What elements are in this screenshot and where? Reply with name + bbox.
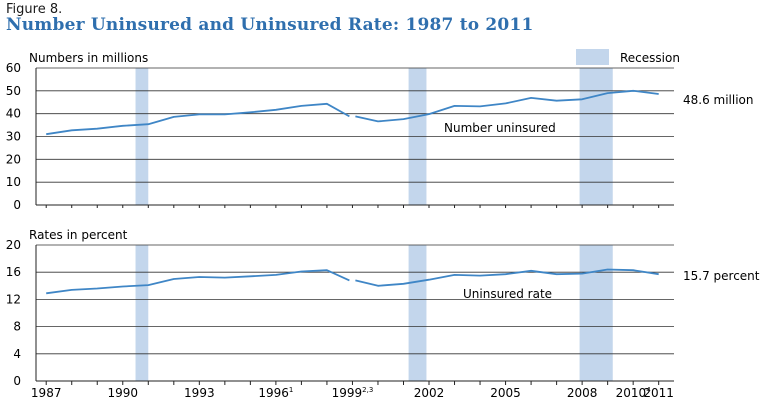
y-tick-label: 16: [6, 265, 21, 279]
y-tick-label: 50: [6, 84, 21, 98]
x-tick-label: 19992,3: [332, 386, 374, 400]
y-tick-label: 8: [13, 320, 21, 334]
y-tick-label: 30: [6, 130, 21, 144]
y-tick-label: 60: [6, 61, 21, 75]
y-tick-label: 40: [6, 107, 21, 121]
recession-legend-swatch: [576, 49, 609, 65]
x-tick-footnote: 1: [289, 386, 293, 394]
end-value-label: 48.6 million: [683, 93, 754, 107]
y-tick-label: 0: [13, 198, 21, 212]
bottom-panel-uninsured-rate: 0 4 8 12 16 20 Rates in percent Uninsured rate 1…: [6, 228, 760, 388]
end-value-label: 15.7 percent: [683, 269, 760, 283]
top-panel-number-uninsured: 0 10 20 30 40 50 60 Numbers in millions Number u…: [6, 51, 754, 212]
series-line: [355, 268, 659, 287]
x-tick-label: 2005: [490, 386, 521, 400]
x-tick-footnote: 2,3: [362, 386, 373, 394]
series-line: [355, 89, 659, 123]
x-tick-label: 1987: [31, 386, 62, 400]
x-tick-footnote: 4: [646, 386, 651, 394]
y-tick-label: 20: [6, 238, 21, 252]
recession-legend-label: Recession: [620, 51, 680, 65]
x-tick-label: 2011: [643, 386, 674, 400]
x-tick-label: 1993: [184, 386, 215, 400]
series-label: Number uninsured: [444, 121, 556, 135]
y-tick-label: 20: [6, 152, 21, 166]
recession-band: [579, 245, 613, 381]
figure-label: Figure 8.: [6, 2, 63, 17]
x-tick-label: 19961: [258, 386, 293, 400]
x-axis-years: 1987 1990 1993 19961 19992,3 2002 2005 2008 2010…: [31, 205, 674, 400]
series-line: [46, 102, 350, 136]
chart-title: Number Uninsured and Uninsured Rate: 198…: [6, 15, 534, 35]
x-tick-label: 20104: [616, 386, 652, 400]
series-label: Uninsured rate: [463, 287, 552, 301]
y-tick-label: 0: [13, 374, 21, 388]
recession-band: [135, 245, 149, 381]
x-tick-label: 2002: [414, 386, 445, 400]
x-tick-label: 1990: [107, 386, 138, 400]
y-axis-title: Numbers in millions: [29, 51, 148, 65]
y-tick-label: 10: [6, 175, 21, 189]
y-tick-label: 4: [13, 347, 21, 361]
x-tick-label: 2008: [567, 386, 598, 400]
recession-band: [408, 245, 427, 381]
y-tick-label: 12: [6, 292, 21, 306]
series-line: [46, 269, 350, 295]
y-axis-title: Rates in percent: [29, 228, 128, 242]
